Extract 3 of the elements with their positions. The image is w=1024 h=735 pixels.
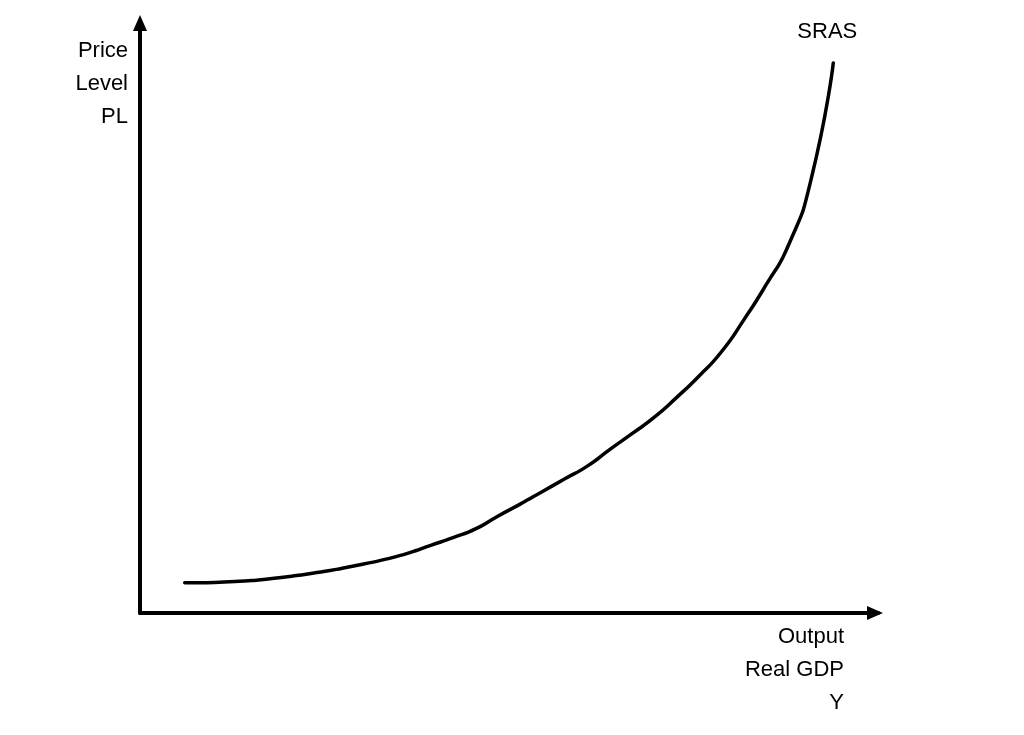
y-axis-title: Price Level PL — [75, 37, 128, 128]
series-label: SRAS — [797, 17, 858, 43]
x-axis-title: Output Real GDP Y — [744, 623, 845, 714]
